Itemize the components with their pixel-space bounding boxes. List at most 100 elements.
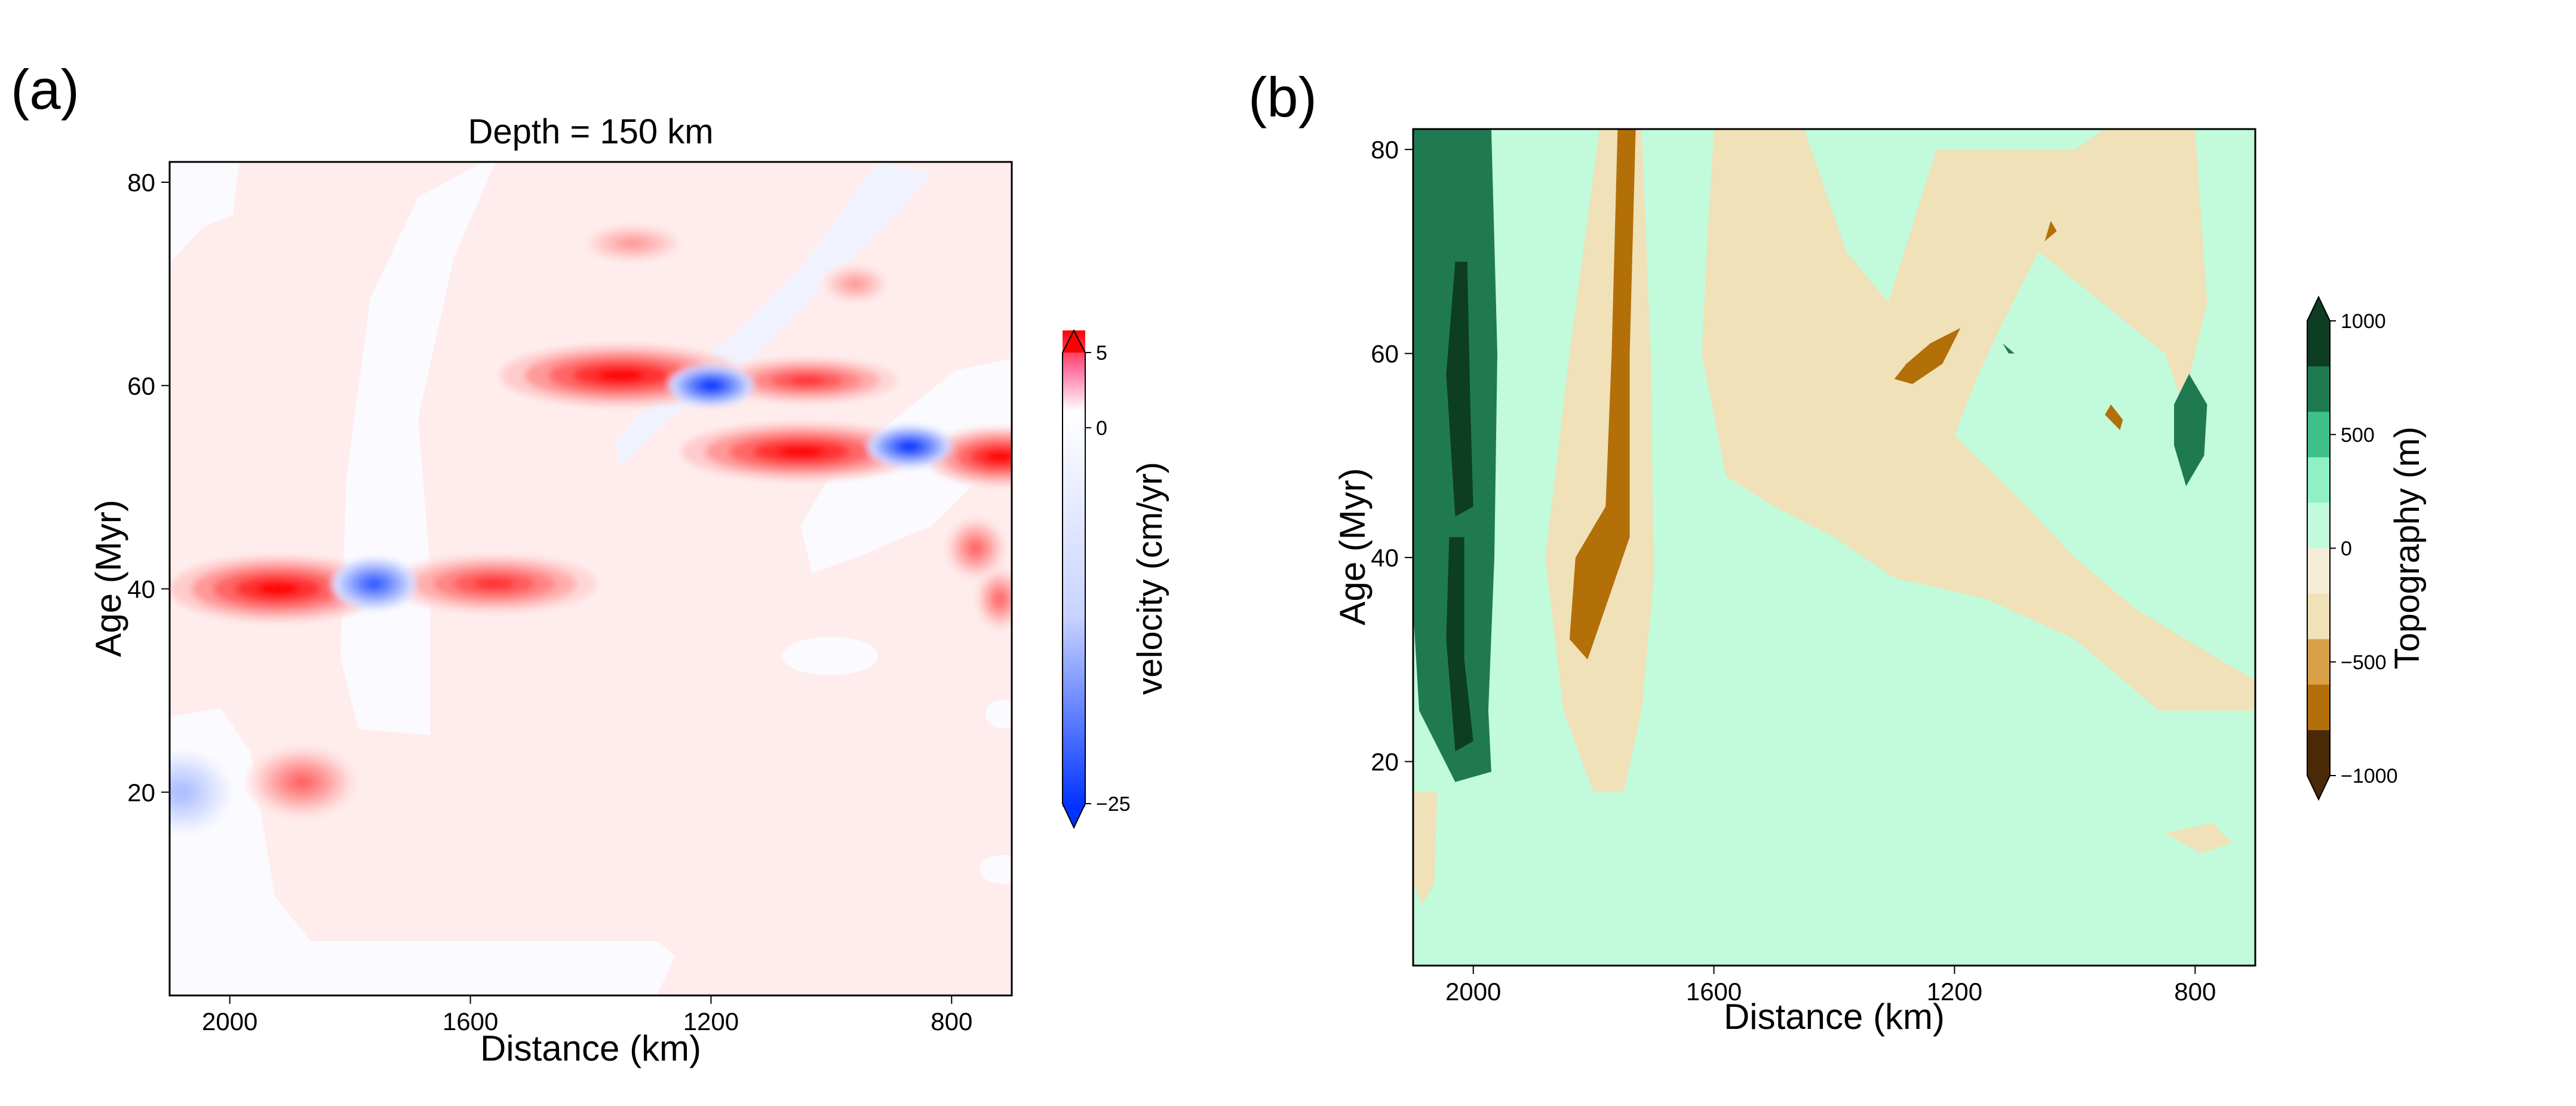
velocity-contour bbox=[789, 376, 825, 385]
colorbar-a-max-extend bbox=[1063, 330, 1085, 353]
topography-region bbox=[2003, 343, 2015, 354]
panel-b-x-axis: 2000 1600 1200 800 bbox=[1445, 966, 2216, 1006]
colorbar-a-tick-label: 5 bbox=[1096, 342, 1107, 364]
topography-region bbox=[1446, 537, 1473, 752]
topography-region bbox=[1702, 129, 2255, 711]
panel-a-velocity-features bbox=[170, 223, 1012, 833]
colorbar-b-tick-label: 0 bbox=[2341, 538, 2352, 560]
colorbar-b-tick-label: 500 bbox=[2341, 424, 2375, 446]
panel-a-label: (a) bbox=[11, 58, 79, 121]
velocity-anomaly-positive bbox=[578, 223, 687, 264]
panel-a-low-region bbox=[782, 637, 878, 675]
velocity-anomaly-positive bbox=[717, 358, 898, 403]
panel-b-plot-area bbox=[1413, 129, 2255, 966]
panel-a-x-tick-label: 2000 bbox=[202, 1007, 257, 1035]
velocity-anomaly-negative bbox=[170, 751, 230, 833]
panel-b-x-tick-label: 2000 bbox=[1445, 978, 1501, 1006]
panel-a-y-tick-label: 40 bbox=[127, 575, 155, 603]
panel-a-x-tick-label: 1600 bbox=[443, 1007, 498, 1035]
panel-b-x-tick-label: 1200 bbox=[1927, 978, 1982, 1006]
velocity-anomaly-negative bbox=[668, 365, 753, 406]
colorbar-b-tick-label: 1000 bbox=[2341, 310, 2386, 333]
topography-region bbox=[2164, 823, 2231, 854]
colorbar-a-label: velocity (cm/yr) bbox=[1131, 462, 1169, 695]
panel-b-y-tick-label: 60 bbox=[1371, 340, 1399, 368]
velocity-contour bbox=[474, 578, 515, 590]
velocity-anomaly-positive bbox=[928, 428, 1012, 485]
panel-b-y-tick-label: 80 bbox=[1371, 136, 1399, 164]
colorbar-a-tick-label: −25 bbox=[1096, 793, 1131, 816]
velocity-contour bbox=[994, 593, 1005, 605]
panel-b-y-axis-label: Age (Myr) bbox=[1332, 468, 1373, 625]
velocity-contour bbox=[291, 774, 313, 789]
panel-a-y-axis: 20 40 60 80 bbox=[127, 168, 170, 807]
panel-b-x-tick-label: 1600 bbox=[1686, 978, 1742, 1006]
panel-a-plot-area bbox=[170, 162, 1012, 995]
velocity-contour bbox=[702, 381, 720, 390]
panel-a-frame bbox=[168, 161, 1013, 997]
panel-b-x-tick-label: 800 bbox=[2174, 978, 2216, 1006]
velocity-contour bbox=[256, 582, 300, 596]
velocity-contour bbox=[777, 446, 825, 458]
panel-a-y-tick-label: 60 bbox=[127, 372, 155, 400]
panel-a-y-axis-label: Age (Myr) bbox=[88, 500, 128, 657]
velocity-anomaly-negative bbox=[867, 426, 952, 467]
topography-region bbox=[1894, 327, 1961, 384]
velocity-anomaly-positive bbox=[975, 568, 1012, 630]
panel-b-frame bbox=[1412, 128, 2256, 967]
colorbar-a-gradient bbox=[1063, 330, 1085, 807]
panel-b-y-tick-label: 20 bbox=[1371, 748, 1399, 776]
velocity-contour bbox=[969, 542, 982, 554]
colorbar-a-tick-label: 0 bbox=[1096, 417, 1107, 440]
panel-b-x-axis-label: Distance (km) bbox=[1724, 997, 1945, 1037]
velocity-contour bbox=[597, 369, 645, 382]
colorbar-b-min-extend bbox=[2307, 776, 2330, 799]
topography-region bbox=[2174, 373, 2207, 486]
topography-region bbox=[2044, 220, 2057, 241]
colorbar-b-max-extend bbox=[2307, 297, 2330, 321]
panel-a-low-region bbox=[980, 855, 1012, 884]
velocity-contour bbox=[985, 451, 1012, 462]
colorbar-b-level bbox=[2307, 548, 2330, 595]
colorbar-b-level bbox=[2307, 366, 2330, 412]
panel-b-y-tick-label: 40 bbox=[1371, 544, 1399, 572]
colorbar-b-level bbox=[2307, 730, 2330, 776]
velocity-anomaly-positive bbox=[392, 555, 597, 612]
velocity-contour bbox=[901, 442, 918, 451]
panel-a-low-region bbox=[170, 708, 675, 995]
velocity-anomaly-positive bbox=[170, 556, 386, 621]
velocity-anomaly-positive bbox=[819, 264, 892, 305]
panel-b-label: (b) bbox=[1248, 66, 1317, 128]
colorbar-b-level bbox=[2307, 593, 2330, 640]
colorbar-b-label: Topography (m) bbox=[2388, 427, 2427, 669]
topography-region bbox=[1446, 262, 1473, 517]
topography-region bbox=[1569, 129, 1636, 660]
topography-region bbox=[2105, 405, 2123, 430]
panel-b-y-axis: 20 40 60 80 bbox=[1371, 136, 1413, 776]
panel-a-x-tick-label: 1200 bbox=[683, 1007, 739, 1035]
colorbar-b-level bbox=[2307, 321, 2330, 367]
panel-a-y-tick-label: 20 bbox=[127, 779, 155, 807]
colorbar-b-level bbox=[2307, 457, 2330, 503]
panel-b-colorbar: 1000 500 0 −500 −1000 Topography (m) bbox=[2307, 295, 2427, 801]
colorbar-b-level bbox=[2307, 503, 2330, 549]
velocity-contour bbox=[366, 578, 383, 589]
panel-a-y-tick-label: 80 bbox=[127, 168, 155, 197]
colorbar-b-level bbox=[2307, 684, 2330, 731]
velocity-contour bbox=[848, 280, 863, 288]
colorbar-b-tick-label: −500 bbox=[2341, 651, 2387, 674]
panel-b-topography-regions bbox=[1413, 129, 2255, 905]
topography-region bbox=[1413, 792, 1438, 905]
velocity-anomaly-negative bbox=[331, 558, 416, 609]
panel-a-x-axis-label: Distance (km) bbox=[480, 1028, 701, 1068]
panel-a-x-axis: 2000 1600 1200 800 bbox=[202, 995, 972, 1035]
panel-a-title: Depth = 150 km bbox=[468, 112, 713, 151]
colorbar-b-level bbox=[2307, 639, 2330, 685]
velocity-contour bbox=[622, 239, 644, 247]
panel-a-colorbar: 5 0 −25 velocity (cm/yr) bbox=[1062, 329, 1169, 829]
colorbar-b-levels bbox=[2307, 321, 2330, 776]
velocity-contour bbox=[172, 784, 192, 801]
panel-a-low-region bbox=[985, 700, 1012, 728]
panel-a: (a) Depth = 150 km 2000 1600 1200 800 20406… bbox=[11, 58, 1169, 1068]
